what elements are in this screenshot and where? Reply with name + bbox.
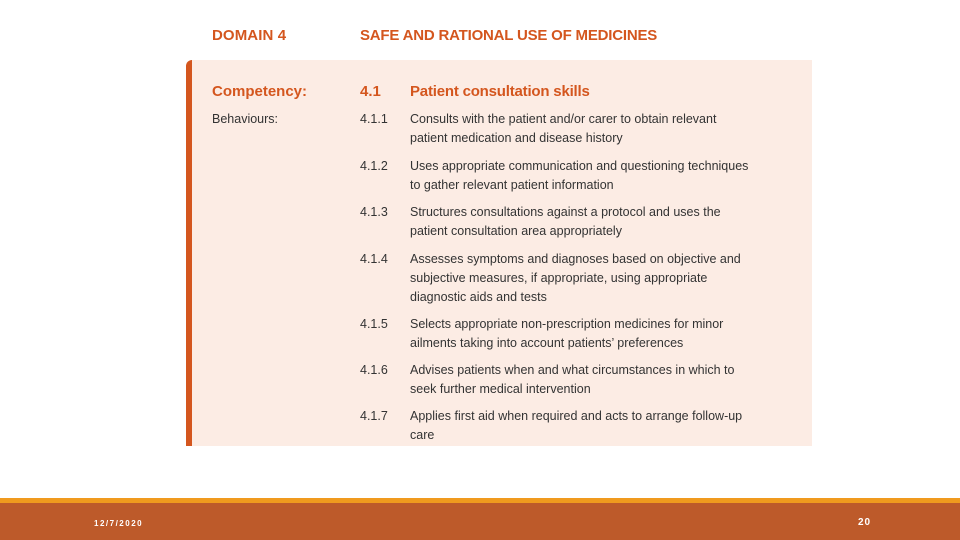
- domain-label: DOMAIN 4: [212, 27, 287, 44]
- behaviour-text: Advises patients when and what circumsta…: [410, 363, 735, 396]
- competency-number: 4.1: [360, 83, 381, 100]
- domain-title: SAFE AND RATIONAL USE OF MEDICINES: [360, 27, 658, 44]
- behaviour-number: 4.1.6: [360, 363, 388, 377]
- footer-bar: 12/7/2020 20: [0, 503, 960, 540]
- behaviour-text: Structures consultations against a proto…: [410, 205, 721, 238]
- behaviour-text: Consults with the patient and/or carer t…: [410, 112, 717, 145]
- competency-panel: Competency: 4.1 Patient consultation ski…: [186, 60, 812, 446]
- behaviours-label: Behaviours:: [212, 112, 279, 126]
- footer-date: 12/7/2020: [94, 519, 144, 528]
- behaviour-number: 4.1.7: [360, 409, 388, 423]
- page-number: 20: [858, 517, 872, 528]
- behaviour-number: 4.1.1: [360, 112, 388, 126]
- behaviour-text: Uses appropriate communication and quest…: [410, 159, 749, 192]
- competency-title: Patient consultation skills: [410, 83, 590, 100]
- behaviour-text: Assesses symptoms and diagnoses based on…: [410, 252, 741, 304]
- behaviour-number: 4.1.3: [360, 205, 388, 219]
- behaviour-number: 4.1.5: [360, 317, 388, 331]
- behaviour-text: Applies first aid when required and acts…: [410, 409, 743, 442]
- behaviour-number: 4.1.2: [360, 159, 388, 173]
- competency-label: Competency:: [212, 83, 308, 100]
- domain-header: DOMAIN 4 SAFE AND RATIONAL USE OF MEDICI…: [212, 27, 812, 49]
- behaviour-text: Selects appropriate non-prescription med…: [410, 317, 724, 350]
- behaviour-number: 4.1.4: [360, 252, 388, 266]
- footer-accent-line: [0, 498, 960, 503]
